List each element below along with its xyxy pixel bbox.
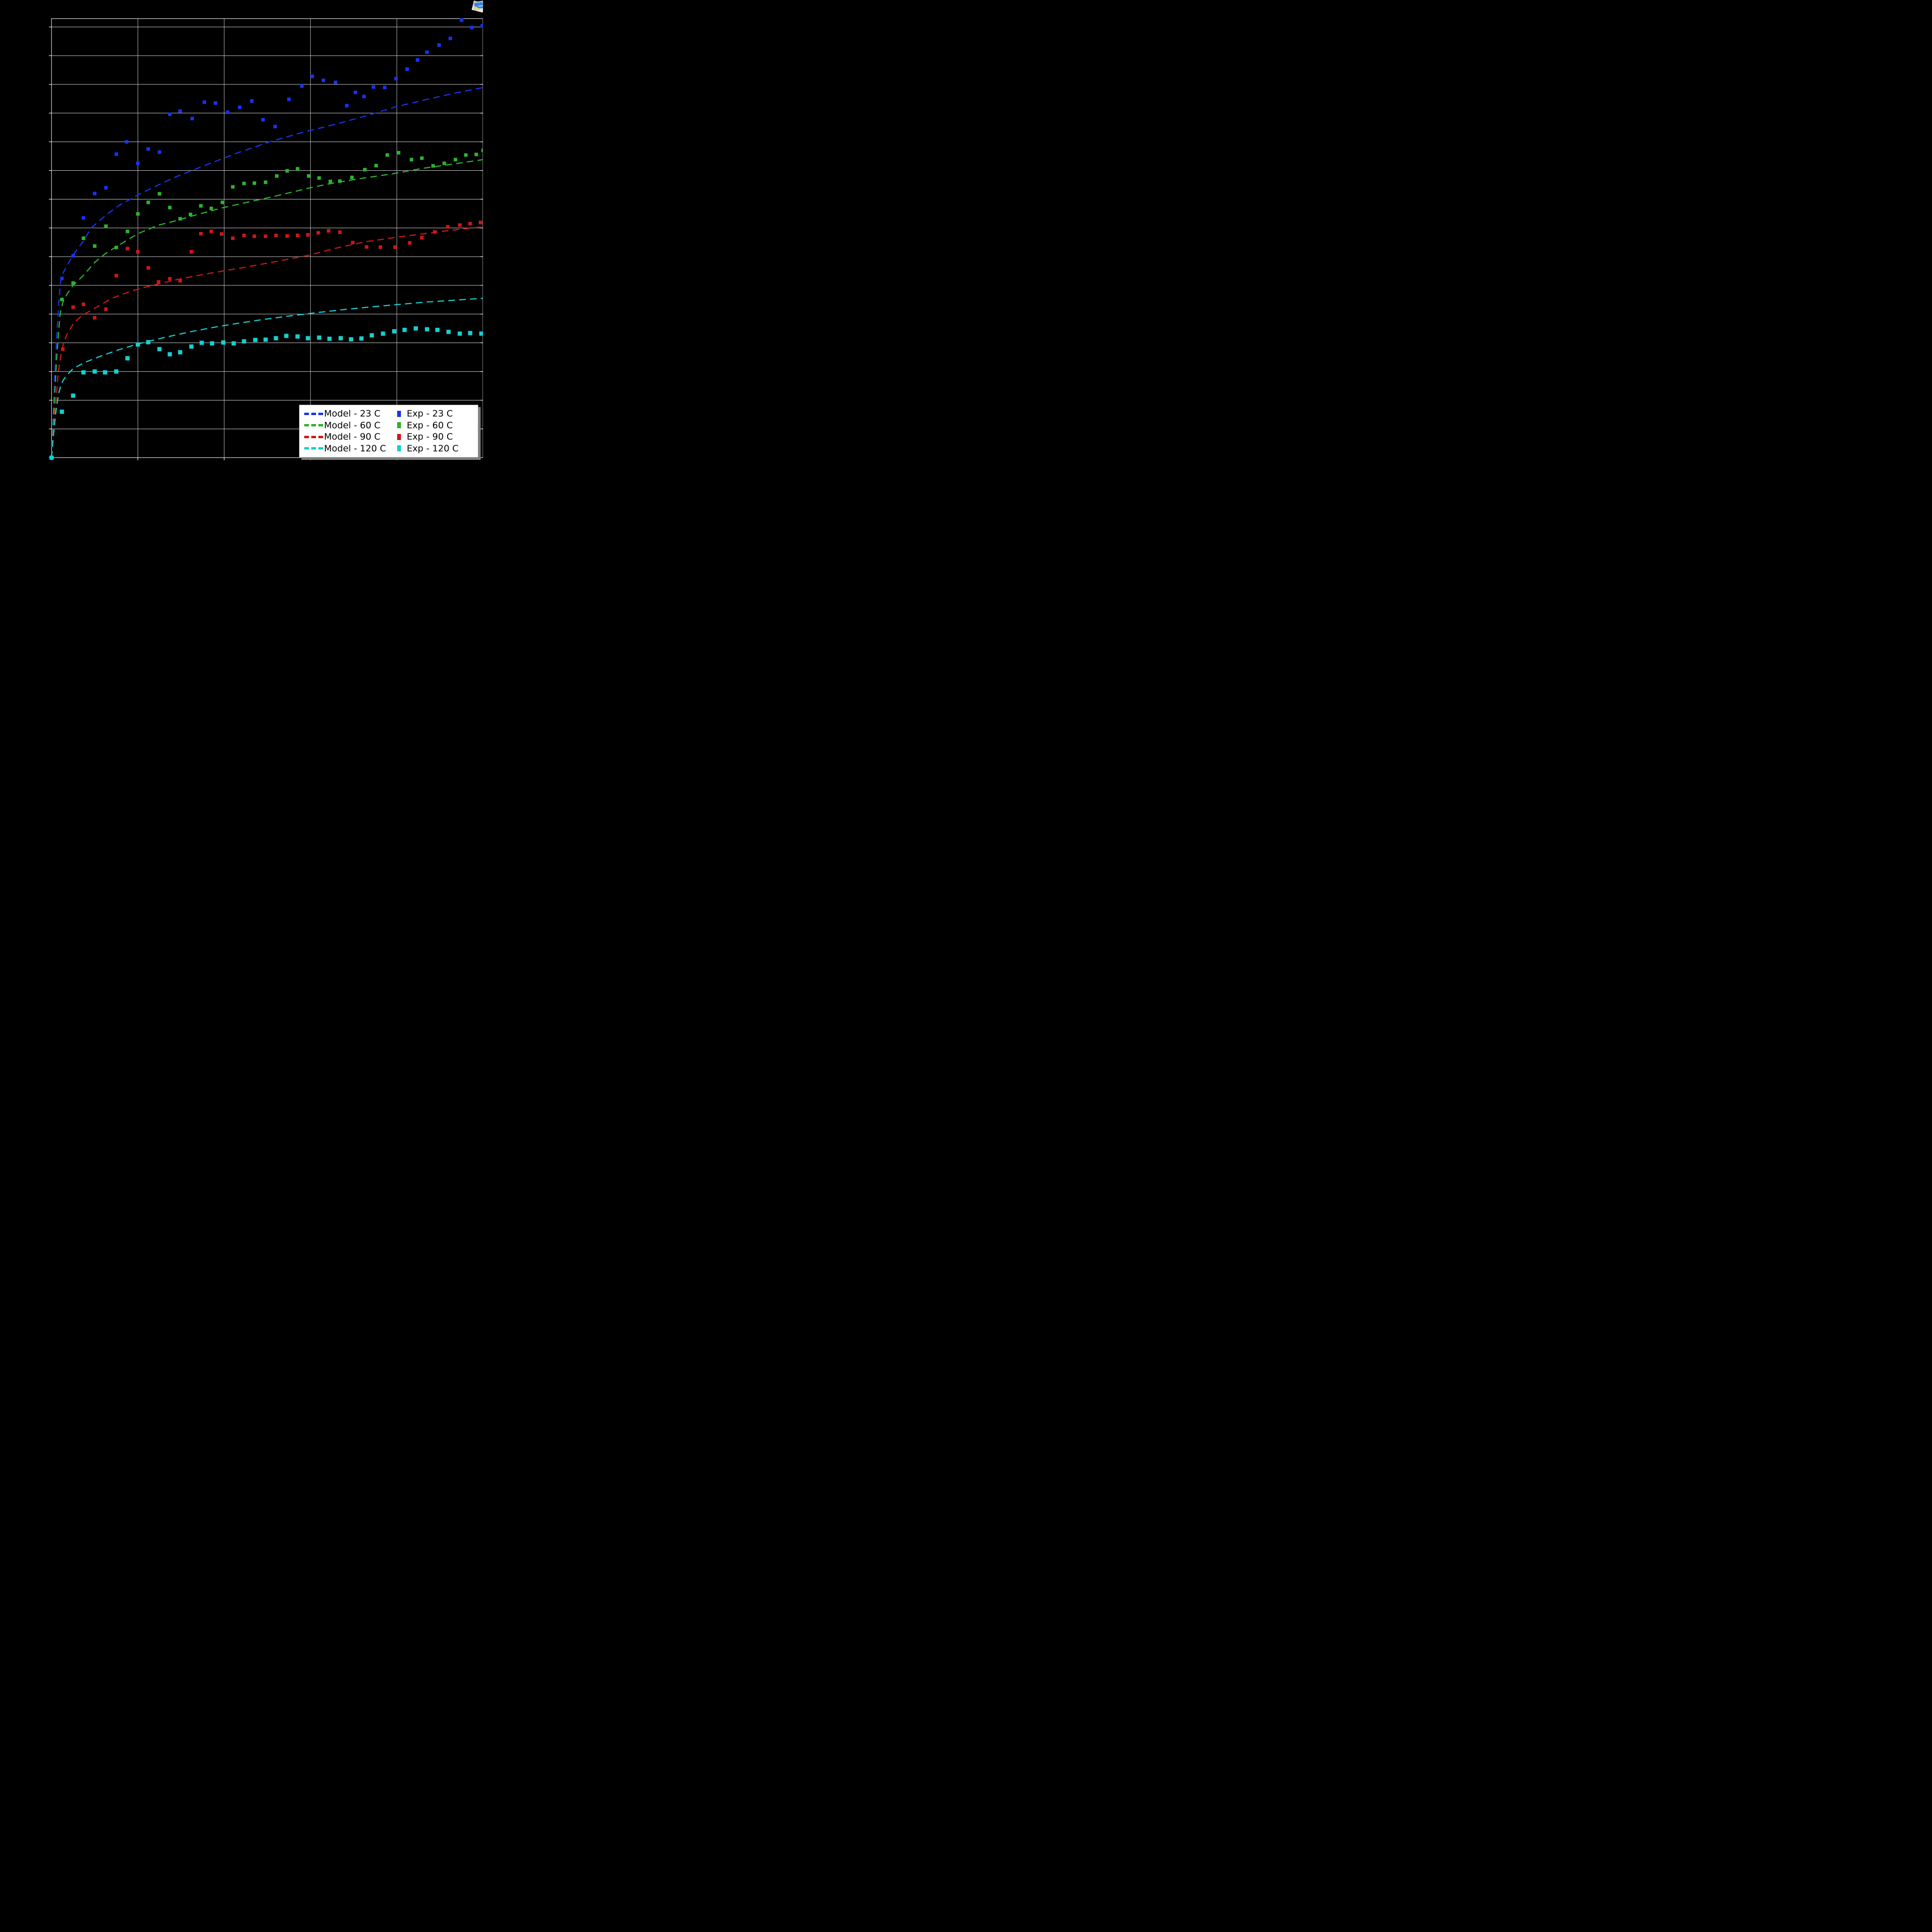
legend-model-label: Model - 60 C	[324, 420, 381, 431]
exp-points-90c	[61, 220, 483, 351]
legend-marker-swatch	[397, 410, 401, 417]
exp-points-120c	[49, 326, 483, 460]
legend-model-label: Model - 23 C	[324, 408, 381, 419]
legend-exp-label: Exp - 120 C	[407, 443, 459, 454]
data-series	[49, 18, 483, 460]
legend-row: Model - 23 C Exp - 23 C	[304, 408, 473, 420]
legend-row: Model - 90 C Exp - 90 C	[304, 431, 473, 443]
legend-marker-swatch	[397, 445, 401, 452]
legend-marker-swatch	[397, 433, 401, 440]
legend-marker-swatch	[397, 422, 401, 429]
grid-lines	[51, 18, 483, 458]
screenshot-canvas: Model - 23 C Exp - 23 C Model - 60 C Exp - …	[0, 0, 483, 483]
legend-row: Model - 120 C Exp - 120 C	[304, 443, 473, 455]
model-curve-60c	[51, 159, 483, 458]
photo-icon-image	[474, 1, 483, 9]
exp-points-23c	[60, 18, 483, 281]
legend-dash-swatch	[304, 435, 323, 438]
exp-points-60c	[60, 149, 483, 301]
legend: Model - 23 C Exp - 23 C Model - 60 C Exp - …	[299, 405, 478, 458]
model-curve-90c	[51, 226, 483, 458]
legend-dash-swatch	[304, 412, 323, 415]
photo-icon-frame	[473, 0, 483, 10]
legend-model-label: Model - 90 C	[324, 432, 381, 442]
legend-exp-label: Exp - 23 C	[407, 408, 453, 419]
photo-icon-strip	[478, 5, 483, 8]
legend-dash-swatch	[304, 447, 323, 450]
legend-exp-label: Exp - 60 C	[407, 420, 453, 431]
legend-exp-label: Exp - 90 C	[407, 432, 453, 442]
legend-dash-swatch	[304, 424, 323, 427]
absorption-chart	[49, 18, 483, 460]
model-curve-120c	[51, 298, 483, 458]
photo-overlay-icon[interactable]	[471, 0, 483, 13]
legend-row: Model - 60 C Exp - 60 C	[304, 420, 473, 432]
axis-ticks	[49, 26, 483, 460]
model-curve-23c	[51, 87, 483, 458]
plot-frame	[51, 18, 483, 458]
legend-model-label: Model - 120 C	[324, 443, 386, 454]
